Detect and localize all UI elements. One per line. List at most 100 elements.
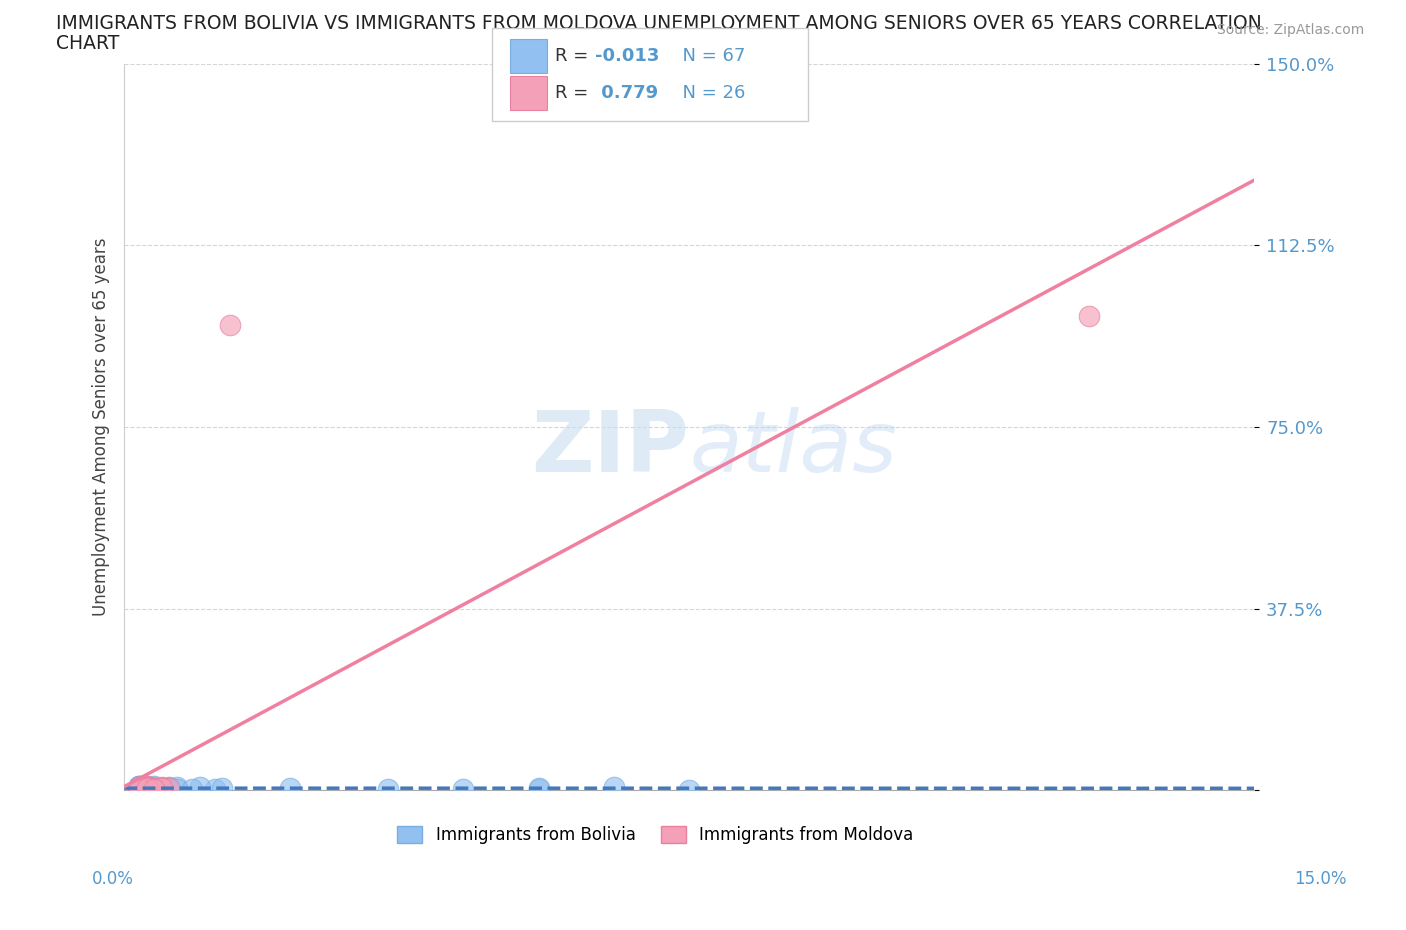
Point bbox=[159, 781, 181, 796]
Point bbox=[128, 779, 150, 794]
Point bbox=[166, 781, 188, 796]
Point bbox=[150, 780, 173, 795]
Point bbox=[150, 780, 173, 795]
Point bbox=[128, 781, 150, 796]
Point bbox=[128, 781, 150, 796]
Point bbox=[143, 781, 166, 796]
Point bbox=[135, 779, 157, 794]
Point bbox=[128, 779, 150, 794]
Point bbox=[135, 781, 157, 796]
Legend: Immigrants from Bolivia, Immigrants from Moldova: Immigrants from Bolivia, Immigrants from… bbox=[391, 819, 920, 851]
Y-axis label: Unemployment Among Seniors over 65 years: Unemployment Among Seniors over 65 years bbox=[93, 238, 110, 617]
Point bbox=[135, 780, 157, 795]
Point bbox=[135, 780, 157, 795]
Point bbox=[159, 781, 181, 796]
Point bbox=[128, 779, 150, 794]
Point bbox=[143, 782, 166, 797]
Point bbox=[135, 780, 157, 795]
Point bbox=[451, 782, 474, 797]
Point bbox=[204, 781, 226, 796]
Point bbox=[278, 780, 301, 795]
Text: 0.779: 0.779 bbox=[595, 84, 658, 102]
Point bbox=[143, 779, 166, 794]
Point bbox=[128, 782, 150, 797]
Point bbox=[150, 781, 173, 796]
Text: R =: R = bbox=[555, 84, 595, 102]
Point bbox=[128, 780, 150, 795]
Point bbox=[135, 782, 157, 797]
Point bbox=[135, 782, 157, 797]
Point bbox=[128, 782, 150, 797]
Point bbox=[166, 780, 188, 795]
Point bbox=[188, 779, 211, 794]
Point bbox=[128, 780, 150, 795]
Point bbox=[143, 781, 166, 796]
Point bbox=[135, 780, 157, 795]
Point bbox=[143, 781, 166, 796]
Point bbox=[143, 781, 166, 796]
Point bbox=[135, 780, 157, 795]
Text: IMMIGRANTS FROM BOLIVIA VS IMMIGRANTS FROM MOLDOVA UNEMPLOYMENT AMONG SENIORS OV: IMMIGRANTS FROM BOLIVIA VS IMMIGRANTS FR… bbox=[56, 14, 1263, 33]
Point bbox=[603, 780, 626, 795]
Point bbox=[135, 782, 157, 797]
Point bbox=[211, 781, 233, 796]
Point bbox=[128, 779, 150, 794]
Point bbox=[150, 781, 173, 796]
Text: ZIP: ZIP bbox=[531, 407, 689, 490]
Point bbox=[527, 782, 550, 797]
Point bbox=[527, 781, 550, 796]
Text: 0.0%: 0.0% bbox=[91, 870, 134, 888]
Text: N = 26: N = 26 bbox=[671, 84, 745, 102]
Text: atlas: atlas bbox=[689, 407, 897, 490]
Point bbox=[143, 781, 166, 796]
Point bbox=[128, 781, 150, 796]
Point bbox=[143, 782, 166, 797]
Point bbox=[128, 781, 150, 796]
Point bbox=[128, 780, 150, 795]
Text: Source: ZipAtlas.com: Source: ZipAtlas.com bbox=[1216, 23, 1364, 37]
Point bbox=[135, 780, 157, 795]
Point bbox=[150, 781, 173, 796]
Point bbox=[143, 781, 166, 796]
Point bbox=[128, 779, 150, 794]
Point bbox=[135, 781, 157, 796]
Point bbox=[150, 782, 173, 797]
Point bbox=[135, 780, 157, 795]
Point bbox=[150, 781, 173, 796]
Point bbox=[128, 780, 150, 795]
Point bbox=[135, 781, 157, 796]
Point bbox=[143, 782, 166, 797]
Point bbox=[377, 781, 399, 796]
Point bbox=[143, 779, 166, 794]
Point bbox=[143, 781, 166, 796]
Point bbox=[678, 782, 700, 797]
Point bbox=[135, 779, 157, 794]
Point bbox=[135, 780, 157, 795]
Point bbox=[128, 780, 150, 795]
Point bbox=[135, 779, 157, 794]
Point bbox=[135, 782, 157, 797]
Text: CHART: CHART bbox=[56, 34, 120, 53]
Point bbox=[128, 779, 150, 794]
Point bbox=[150, 780, 173, 795]
Point bbox=[128, 782, 150, 797]
Point bbox=[159, 780, 181, 795]
Point bbox=[218, 318, 240, 333]
Point bbox=[135, 781, 157, 796]
Point bbox=[1077, 308, 1099, 323]
Point bbox=[128, 781, 150, 796]
Point bbox=[135, 781, 157, 796]
Point bbox=[150, 782, 173, 797]
Point bbox=[135, 782, 157, 797]
Text: N = 67: N = 67 bbox=[671, 46, 745, 65]
Point bbox=[128, 779, 150, 794]
Point bbox=[128, 779, 150, 794]
Point bbox=[143, 782, 166, 797]
Text: 15.0%: 15.0% bbox=[1295, 870, 1347, 888]
Text: -0.013: -0.013 bbox=[595, 46, 659, 65]
Point bbox=[150, 781, 173, 796]
Point bbox=[143, 781, 166, 796]
Point bbox=[135, 780, 157, 795]
Point bbox=[143, 782, 166, 797]
Point bbox=[181, 781, 204, 796]
